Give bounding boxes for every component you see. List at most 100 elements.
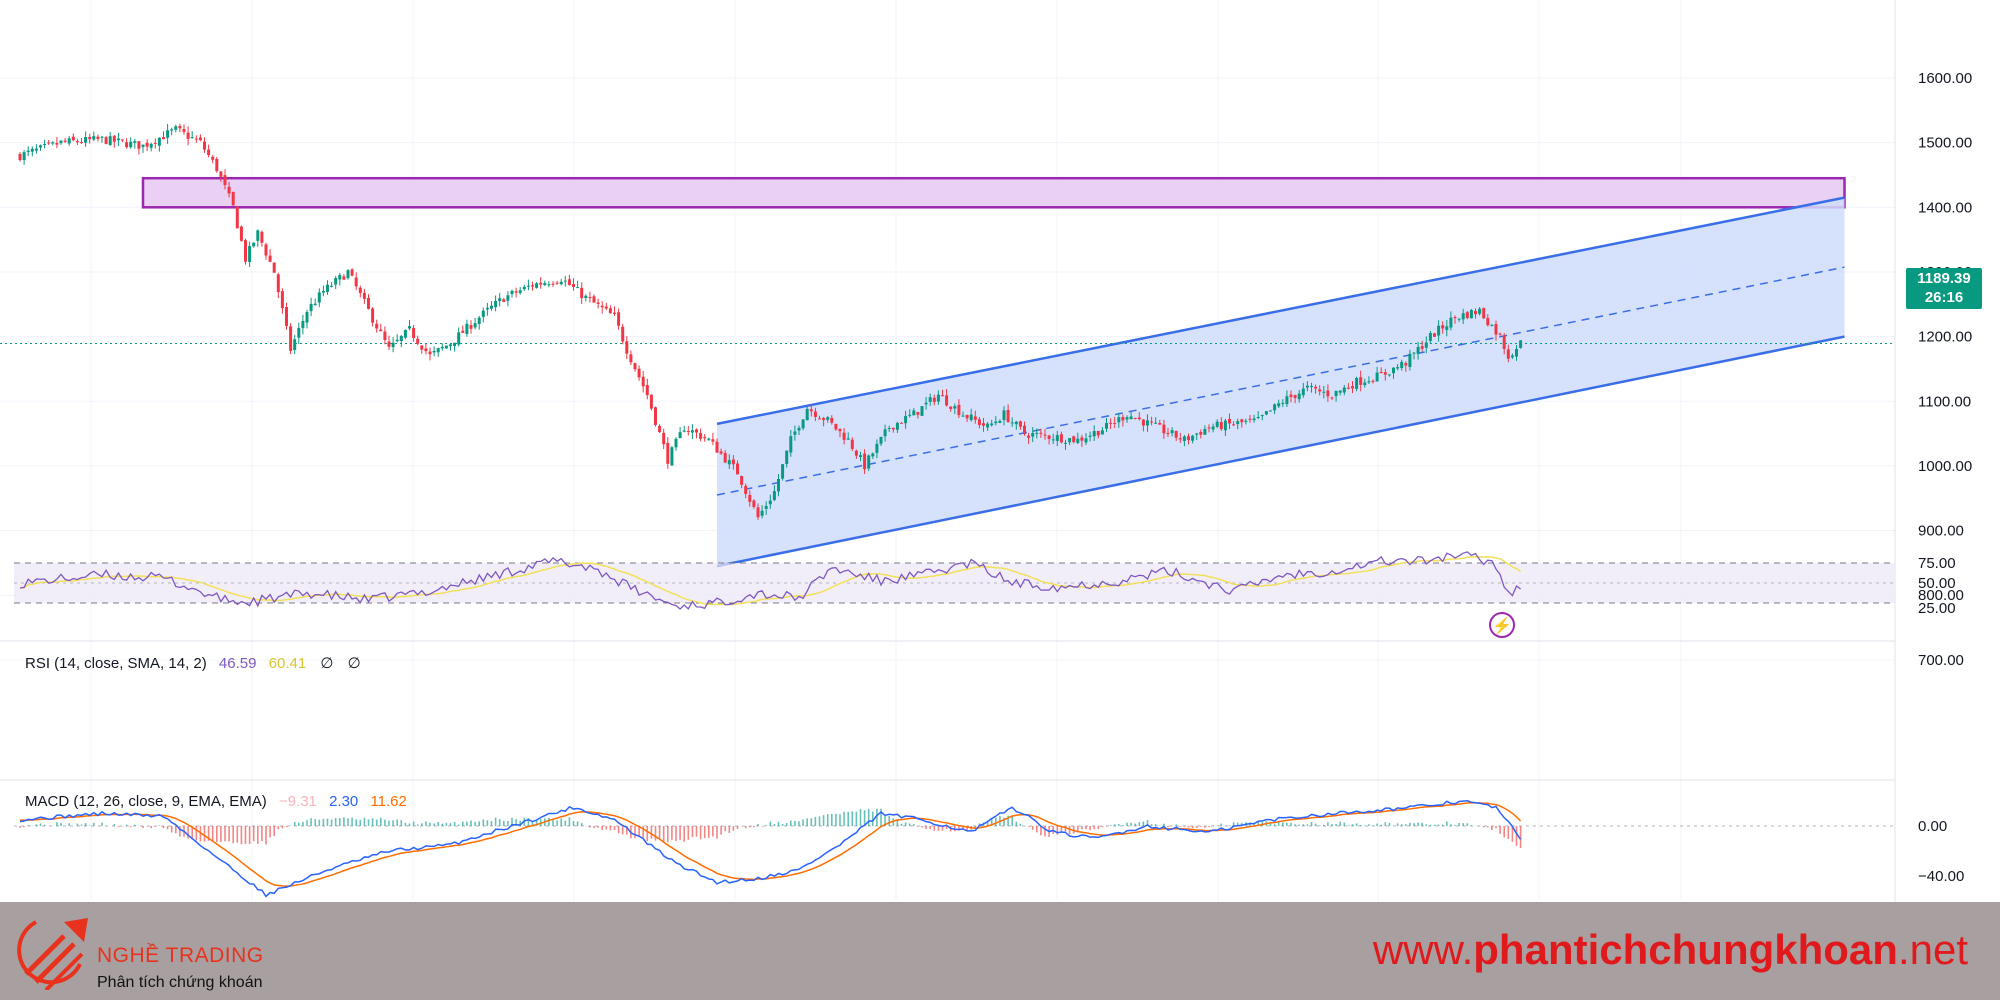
candle-body	[1465, 312, 1469, 319]
candle-body	[211, 156, 215, 160]
candle-body	[510, 290, 514, 295]
watermark-footer: NGHỀ TRADING Phân tích chứng khoán www.p…	[0, 902, 2000, 1000]
candle-body	[818, 418, 821, 420]
candle-body	[1236, 421, 1240, 425]
rsi-tick-label: 75.00	[1918, 555, 1956, 572]
rsi-ma-value: 60.41	[269, 655, 307, 672]
candle-body	[1113, 422, 1117, 424]
candle-body	[1100, 430, 1104, 435]
candle-body	[1371, 380, 1375, 382]
macd-pane[interactable]: 0.00 −40.00	[14, 799, 1964, 898]
candle-body	[1400, 361, 1404, 369]
candle-body	[1322, 391, 1326, 393]
candle-body	[330, 285, 334, 287]
candle-body	[1310, 385, 1313, 388]
candle-body	[424, 348, 428, 352]
candle-body	[1359, 377, 1363, 385]
rsi-pane[interactable]: 75.00 50.00 25.00	[14, 551, 1956, 617]
candle-body	[293, 339, 297, 351]
candle-body	[1269, 410, 1272, 412]
candle-body	[477, 317, 481, 324]
candle-body	[1453, 317, 1457, 319]
candle-body	[670, 447, 674, 466]
candle-body	[789, 436, 793, 453]
candle-body	[1141, 419, 1145, 426]
candle-body	[526, 285, 530, 287]
candle-body	[100, 136, 104, 138]
candle-body	[871, 453, 875, 457]
candle-body	[826, 417, 830, 420]
candle-body	[1424, 342, 1428, 348]
candle-body	[1092, 431, 1096, 437]
candle-body	[268, 255, 272, 262]
candle-body	[649, 394, 653, 409]
candle-body	[883, 429, 887, 437]
candle-body	[1375, 372, 1379, 382]
candle-body	[1305, 385, 1309, 388]
candle-body	[309, 304, 313, 312]
candle-body	[194, 138, 198, 140]
candle-body	[932, 397, 936, 402]
candle-body	[276, 274, 280, 293]
chart-canvas[interactable]: 1600.001500.001400.001300.001200.001100.…	[0, 0, 2000, 902]
candle-body	[428, 351, 432, 355]
candle-body	[1252, 418, 1256, 421]
candle-body	[719, 451, 723, 454]
candle-body	[1264, 411, 1268, 415]
candle-body	[1244, 420, 1248, 422]
candle-body	[412, 327, 416, 339]
candle-body	[1506, 349, 1510, 359]
lightning-bolt-icon[interactable]: ⚡	[1489, 612, 1515, 638]
candle-body	[654, 407, 657, 425]
candle-body	[285, 307, 288, 326]
candle-body	[547, 284, 551, 286]
candle-body	[752, 500, 756, 507]
candle-body	[1002, 410, 1006, 421]
candle-body	[682, 430, 686, 432]
candle-body	[666, 442, 670, 464]
candle-body	[43, 143, 47, 145]
candle-body	[248, 245, 252, 263]
candle-body	[625, 341, 629, 354]
candle-body	[1023, 425, 1026, 435]
candle-body	[1392, 367, 1395, 374]
rsi-extra-2: ∅	[348, 655, 361, 672]
candle-body	[186, 132, 190, 139]
candle-body	[494, 300, 498, 308]
resistance-zone[interactable]	[141, 176, 1846, 209]
candle-body	[1228, 418, 1231, 424]
candle-body	[1408, 353, 1412, 367]
candle-body	[1515, 348, 1518, 357]
current-price-tag[interactable]: 1189.39 26:16	[1906, 268, 1982, 309]
candle-body	[1109, 422, 1113, 424]
macd-value: 2.30	[329, 793, 358, 810]
price-tick-label: 700.00	[1918, 652, 1964, 669]
candle-body	[326, 284, 329, 292]
candle-body	[432, 350, 436, 353]
candle-body	[1072, 436, 1076, 443]
candle-body	[535, 283, 539, 288]
candle-body	[588, 297, 592, 299]
candle-body	[1223, 420, 1227, 431]
candle-body	[1416, 347, 1420, 354]
candle-body	[1478, 308, 1482, 314]
rsi-legend[interactable]: RSI (14, close, SMA, 14, 2) 46.59 60.41 …	[25, 655, 361, 672]
rsi-ma-line	[19, 556, 1521, 606]
ascending-channel[interactable]	[0, 196, 1895, 568]
candle-body	[104, 137, 108, 144]
candle-body	[1166, 433, 1170, 435]
candle-body	[707, 438, 711, 440]
candle-body	[518, 290, 522, 294]
rsi-extra-1: ∅	[320, 655, 333, 672]
candle-body	[969, 414, 973, 421]
candle-body	[822, 418, 826, 421]
macd-signal-value: 11.62	[370, 793, 406, 810]
website-url[interactable]: www.phantichchungkhoan.net	[1373, 926, 1968, 974]
candle-body	[572, 284, 575, 287]
price-tick-label: 1600.00	[1918, 70, 1972, 87]
candle-body	[116, 138, 120, 141]
candle-body	[1162, 424, 1166, 434]
candle-body	[1334, 390, 1338, 397]
macd-legend[interactable]: MACD (12, 26, close, 9, EMA, EMA) −9.31 …	[25, 793, 407, 810]
candle-body	[904, 416, 908, 424]
